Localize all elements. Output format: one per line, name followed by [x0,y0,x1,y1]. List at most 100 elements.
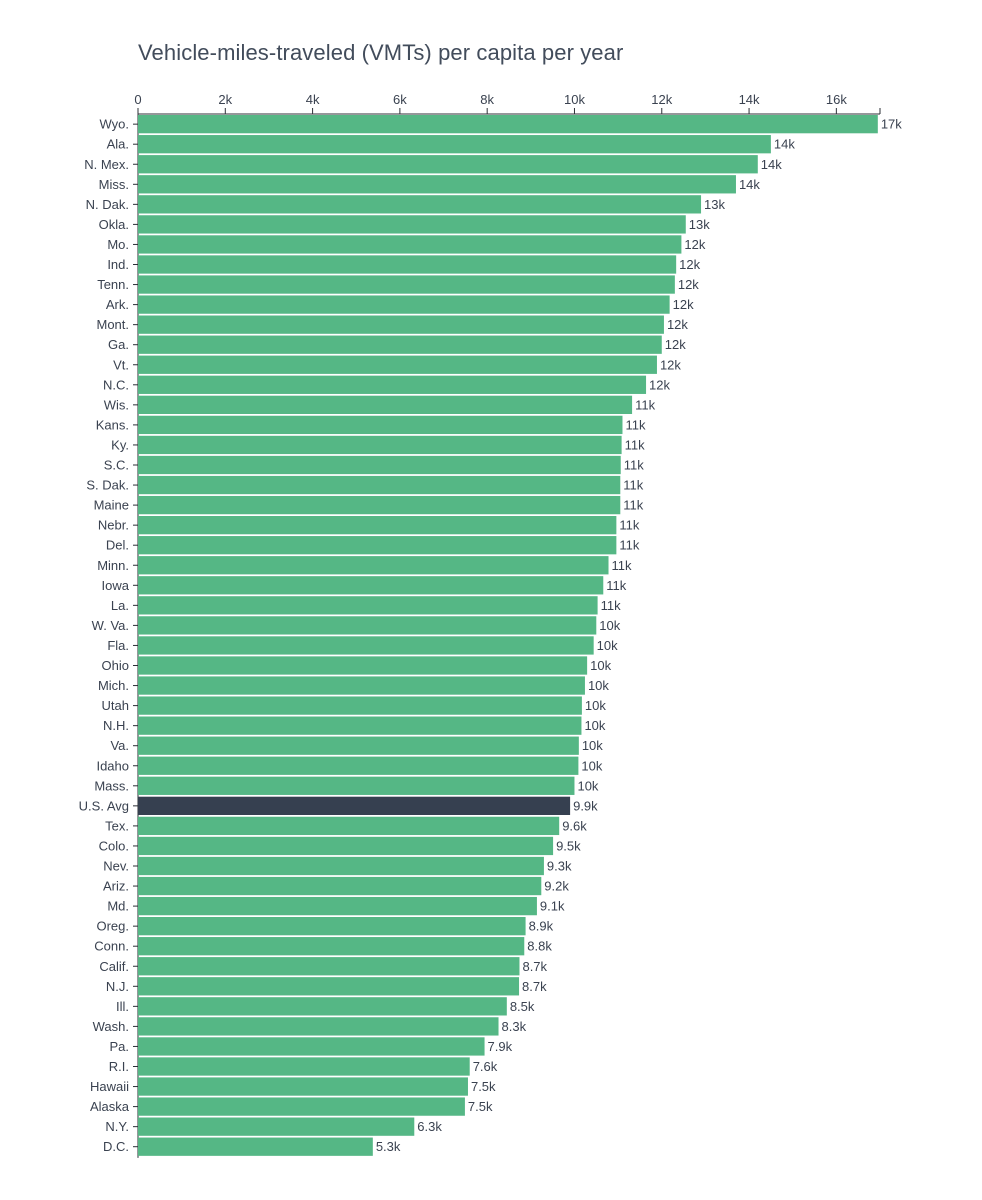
value-label: 11k [625,417,645,432]
y-axis [133,114,139,1158]
category-label: Fla. [107,638,129,653]
bar [138,937,525,956]
category-label: Ill. [116,999,129,1014]
category-label: Oreg. [96,919,129,934]
bar [138,556,609,575]
category-label: Tenn. [97,277,129,292]
bar [138,977,520,996]
bar [138,315,664,334]
x-tick-label: 8k [480,92,494,107]
category-label: Alaska [90,1099,130,1114]
value-label: 17k [881,117,902,132]
category-label: Ariz. [103,879,129,894]
value-label: 10k [581,758,602,773]
bar [138,395,633,414]
value-label: 9.5k [556,838,581,853]
x-tick-label: 16k [826,92,847,107]
value-label: 11k [625,437,645,452]
value-label: 10k [585,698,606,713]
bar [138,475,621,495]
bar [138,616,597,635]
value-label: 7.5k [471,1079,496,1094]
value-label: 11k [601,598,621,613]
value-label: 8.8k [527,939,552,954]
value-label: 9.3k [547,859,572,874]
bar [138,355,657,374]
bar [138,876,542,896]
bar [138,235,682,254]
bar [138,756,579,775]
bar [138,1017,499,1036]
value-label: 11k [623,478,643,493]
value-label: 10k [582,738,603,753]
category-label: D.C. [103,1139,129,1154]
bar [138,255,677,274]
bar [138,215,686,234]
value-label: 12k [649,377,670,392]
bar [138,155,758,174]
value-label: 14k [739,177,760,192]
bar [138,656,588,675]
category-label: Ga. [108,337,129,352]
bar [138,776,575,795]
bar [138,275,675,294]
value-label: 7.5k [468,1099,493,1114]
category-label: Mich. [98,678,129,693]
value-label: 11k [635,397,655,412]
value-label: 8.3k [502,1019,527,1034]
category-labels: Wyo. Ala. N. Mex. Miss. N. Dak. Okla. Mo. Ind. T… [79,117,130,1155]
bar [138,135,771,154]
category-label: Mass. [94,778,129,793]
category-label: Ala. [107,137,129,152]
x-tick-label: 10k [564,92,585,107]
bar [138,636,594,655]
value-label: 10k [599,618,620,633]
bar [138,435,622,455]
category-label: N.J. [106,979,129,994]
category-label: Mont. [96,317,129,332]
bar [138,1117,415,1136]
bar [138,295,670,314]
category-label: R.I. [109,1059,129,1074]
category-label: Utah [102,698,129,713]
value-label: 14k [774,137,795,152]
category-label: Okla. [99,217,129,232]
category-label: Tex. [105,818,129,833]
value-label: 9.2k [544,879,569,894]
bar [138,1077,468,1096]
value-label: 10k [588,678,609,693]
category-label: Ark. [106,297,129,312]
value-label: 13k [704,197,725,212]
value-label: 10k [577,778,598,793]
bar [138,1037,485,1056]
category-label: Conn. [94,939,129,954]
category-label: Del. [106,538,129,553]
value-label: 9.6k [562,818,587,833]
bar [138,736,579,755]
value-label: 12k [660,357,681,372]
bar [138,1137,373,1156]
value-label: 6.3k [417,1119,442,1134]
value-label: 13k [689,217,710,232]
x-tick-label: 0 [134,92,141,107]
bar [138,896,537,916]
value-label: 5.3k [376,1139,401,1154]
x-tick-label: 6k [393,92,407,107]
category-label: Ind. [107,257,129,272]
category-label: N.C. [103,377,129,392]
bar [138,696,582,715]
category-label: S. Dak. [86,478,129,493]
value-label: 11k [619,538,639,553]
value-label: 12k [673,297,694,312]
bar [138,716,582,735]
value-label: 11k [612,558,632,573]
value-label: 8.7k [522,979,547,994]
bar-us-average [138,796,571,815]
value-label: 14k [761,157,782,172]
value-label: 12k [678,277,699,292]
bar [138,836,554,856]
value-label: 8.9k [529,919,554,934]
category-label: Miss. [99,177,129,192]
category-label: Wis. [104,397,129,412]
x-tick-label: 4k [306,92,320,107]
